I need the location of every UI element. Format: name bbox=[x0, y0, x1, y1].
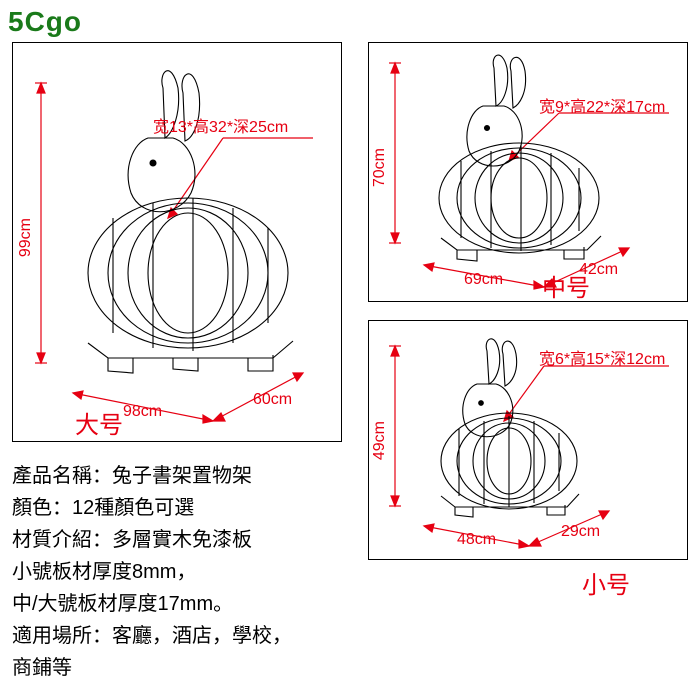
medium-height: 70cm bbox=[371, 148, 389, 187]
medium-width: 69cm bbox=[464, 271, 503, 289]
desc-line6: 適用場所：客廳，酒店，學校， bbox=[12, 620, 412, 652]
medium-shelf: 宽9*高22*深17cm bbox=[539, 93, 665, 117]
large-shelf: 宽13*高32*深25cm bbox=[153, 113, 288, 137]
panel-small: 49cm 48cm 29cm 宽6*高15*深12cm bbox=[368, 320, 688, 560]
medium-label: 中号 bbox=[542, 268, 590, 303]
brand-logo: 5Cgo bbox=[8, 6, 82, 38]
rabbit-large-drawing bbox=[13, 43, 343, 443]
rabbit-medium-drawing bbox=[369, 43, 689, 303]
desc-line1: 產品名稱：兔子書架置物架 bbox=[12, 460, 412, 492]
small-height: 49cm bbox=[371, 421, 389, 460]
small-label: 小号 bbox=[582, 565, 630, 600]
desc-line3: 材質介紹：多層實木免漆板 bbox=[12, 524, 412, 556]
small-shelf: 宽6*高15*深12cm bbox=[539, 345, 665, 369]
desc-line2: 顏色：12種顏色可選 bbox=[12, 492, 412, 524]
large-height: 99cm bbox=[17, 218, 35, 257]
large-depth: 60cm bbox=[253, 391, 292, 409]
small-width: 48cm bbox=[457, 531, 496, 549]
description-block: 產品名稱：兔子書架置物架 顏色：12種顏色可選 材質介紹：多層實木免漆板 小號板… bbox=[12, 460, 412, 684]
panel-medium: 70cm 69cm 42cm 宽9*高22*深17cm bbox=[368, 42, 688, 302]
desc-line7: 商鋪等 bbox=[12, 652, 412, 684]
large-width: 98cm bbox=[123, 403, 162, 421]
large-label: 大号 bbox=[75, 405, 123, 440]
small-depth: 29cm bbox=[561, 523, 600, 541]
desc-line5: 中/大號板材厚度17mm。 bbox=[12, 588, 412, 620]
desc-line4: 小號板材厚度8mm， bbox=[12, 556, 412, 588]
panel-large: 99cm 98cm 60cm 宽13*高32*深25cm bbox=[12, 42, 342, 442]
